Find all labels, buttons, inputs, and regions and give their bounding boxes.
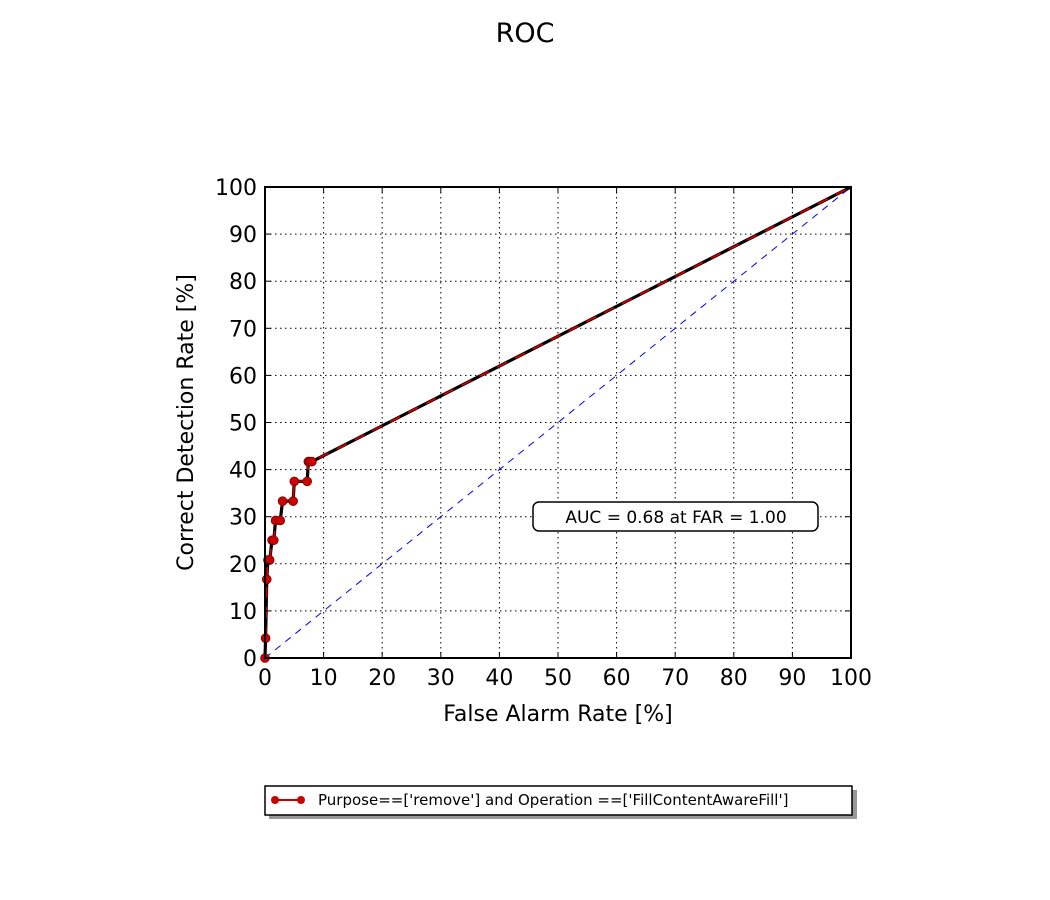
auc-annotation-box: [532, 501, 819, 532]
chart-title: ROC: [496, 18, 555, 49]
y-tick-label: 30: [229, 506, 257, 531]
data-point: [307, 456, 317, 467]
legend-marker-swatch: [297, 796, 305, 804]
legend-marker-swatch: [271, 796, 279, 804]
legend-entry-label: Purpose==['remove'] and Operation ==['Fi…: [318, 791, 788, 809]
x-tick-label: 70: [661, 666, 689, 691]
data-point: [261, 574, 272, 585]
y-tick-label: 50: [229, 412, 257, 437]
y-tick-label: 20: [229, 553, 257, 578]
x-tick-label: 10: [310, 666, 338, 691]
x-tick-label: 30: [427, 666, 455, 691]
x-axis-label: False Alarm Rate [%]: [443, 702, 672, 727]
y-tick-label: 80: [229, 270, 257, 295]
grid: [265, 187, 851, 658]
data-point: [277, 496, 288, 506]
data-point: [264, 555, 275, 565]
x-tick-label: 50: [544, 666, 572, 691]
y-tick-label: 100: [215, 176, 257, 201]
data-point: [268, 535, 279, 546]
chance-line: [264, 186, 852, 659]
y-tick-label: 40: [229, 459, 257, 484]
x-tick-label: 100: [830, 666, 872, 691]
data-point: [288, 496, 298, 506]
x-tick-label: 60: [603, 666, 631, 691]
data-point: [302, 476, 312, 487]
x-tick-label: 20: [368, 666, 396, 691]
y-tick-label: 60: [229, 364, 257, 389]
axis-ticks: 0 10 20 30 40 50 60 70 80 90 100 0 10 20 30 40 50 60 70 80 9…: [215, 176, 872, 691]
x-tick-label: 80: [720, 666, 748, 691]
y-tick-label: 10: [229, 600, 257, 625]
y-axis-label: Correct Detection Rate [%]: [174, 274, 199, 571]
x-tick-label: 90: [778, 666, 806, 691]
y-tick-label: 0: [243, 647, 257, 672]
chance-diagonal-line: [264, 186, 852, 659]
y-tick-label: 90: [229, 223, 257, 248]
auc-annotation: AUC = 0.68 at FAR = 1.00: [532, 501, 819, 532]
data-point: [289, 476, 300, 487]
y-tick-label: 70: [229, 317, 257, 342]
x-tick-label: 0: [258, 666, 272, 691]
auc-annotation-text: AUC = 0.68 at FAR = 1.00: [565, 508, 786, 528]
x-tick-label: 40: [485, 666, 513, 691]
legend: Purpose==['remove'] and Operation ==['Fi…: [264, 785, 857, 819]
data-point: [275, 515, 286, 526]
legend-box: [264, 785, 853, 816]
